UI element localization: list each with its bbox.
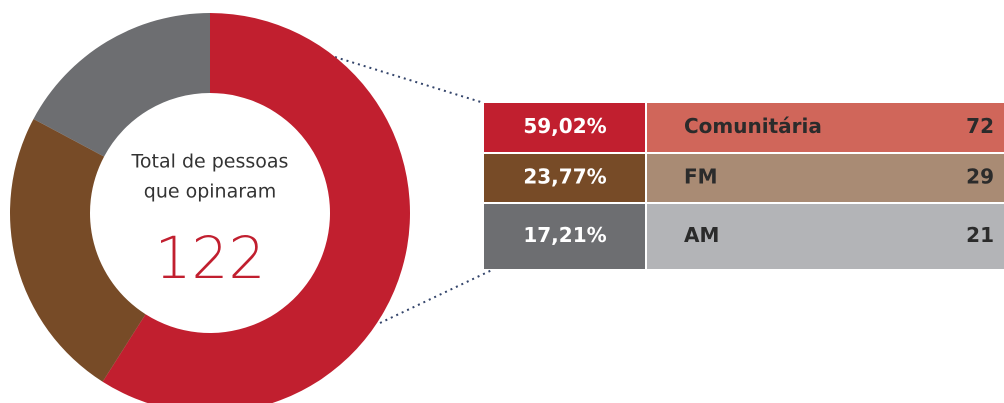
row-cell — [647, 154, 1004, 202]
connector — [334, 56, 485, 104]
percent-cell — [484, 204, 645, 269]
donut-segment — [9, 118, 146, 382]
row-cell — [647, 103, 1004, 152]
category-label: AM — [684, 223, 719, 247]
count-label: 29 — [966, 165, 994, 189]
percent-cell — [484, 103, 645, 152]
percent-label: 23,77% — [523, 165, 606, 189]
percent-label: 59,02% — [523, 114, 606, 138]
donut-segment — [102, 13, 410, 403]
center-label: Total de pessoas — [131, 151, 289, 173]
total: 122 — [155, 224, 266, 292]
center-label: que opinaram — [144, 181, 276, 203]
count-label: 72 — [966, 114, 994, 138]
row-cell — [647, 204, 1004, 269]
category-label: Comunitária — [684, 114, 822, 138]
percent-cell — [484, 154, 645, 202]
percent-label: 17,21% — [523, 223, 606, 247]
category-label: FM — [684, 165, 718, 189]
donut-segment — [33, 13, 211, 157]
connector — [379, 269, 493, 324]
count-label: 21 — [966, 223, 994, 247]
